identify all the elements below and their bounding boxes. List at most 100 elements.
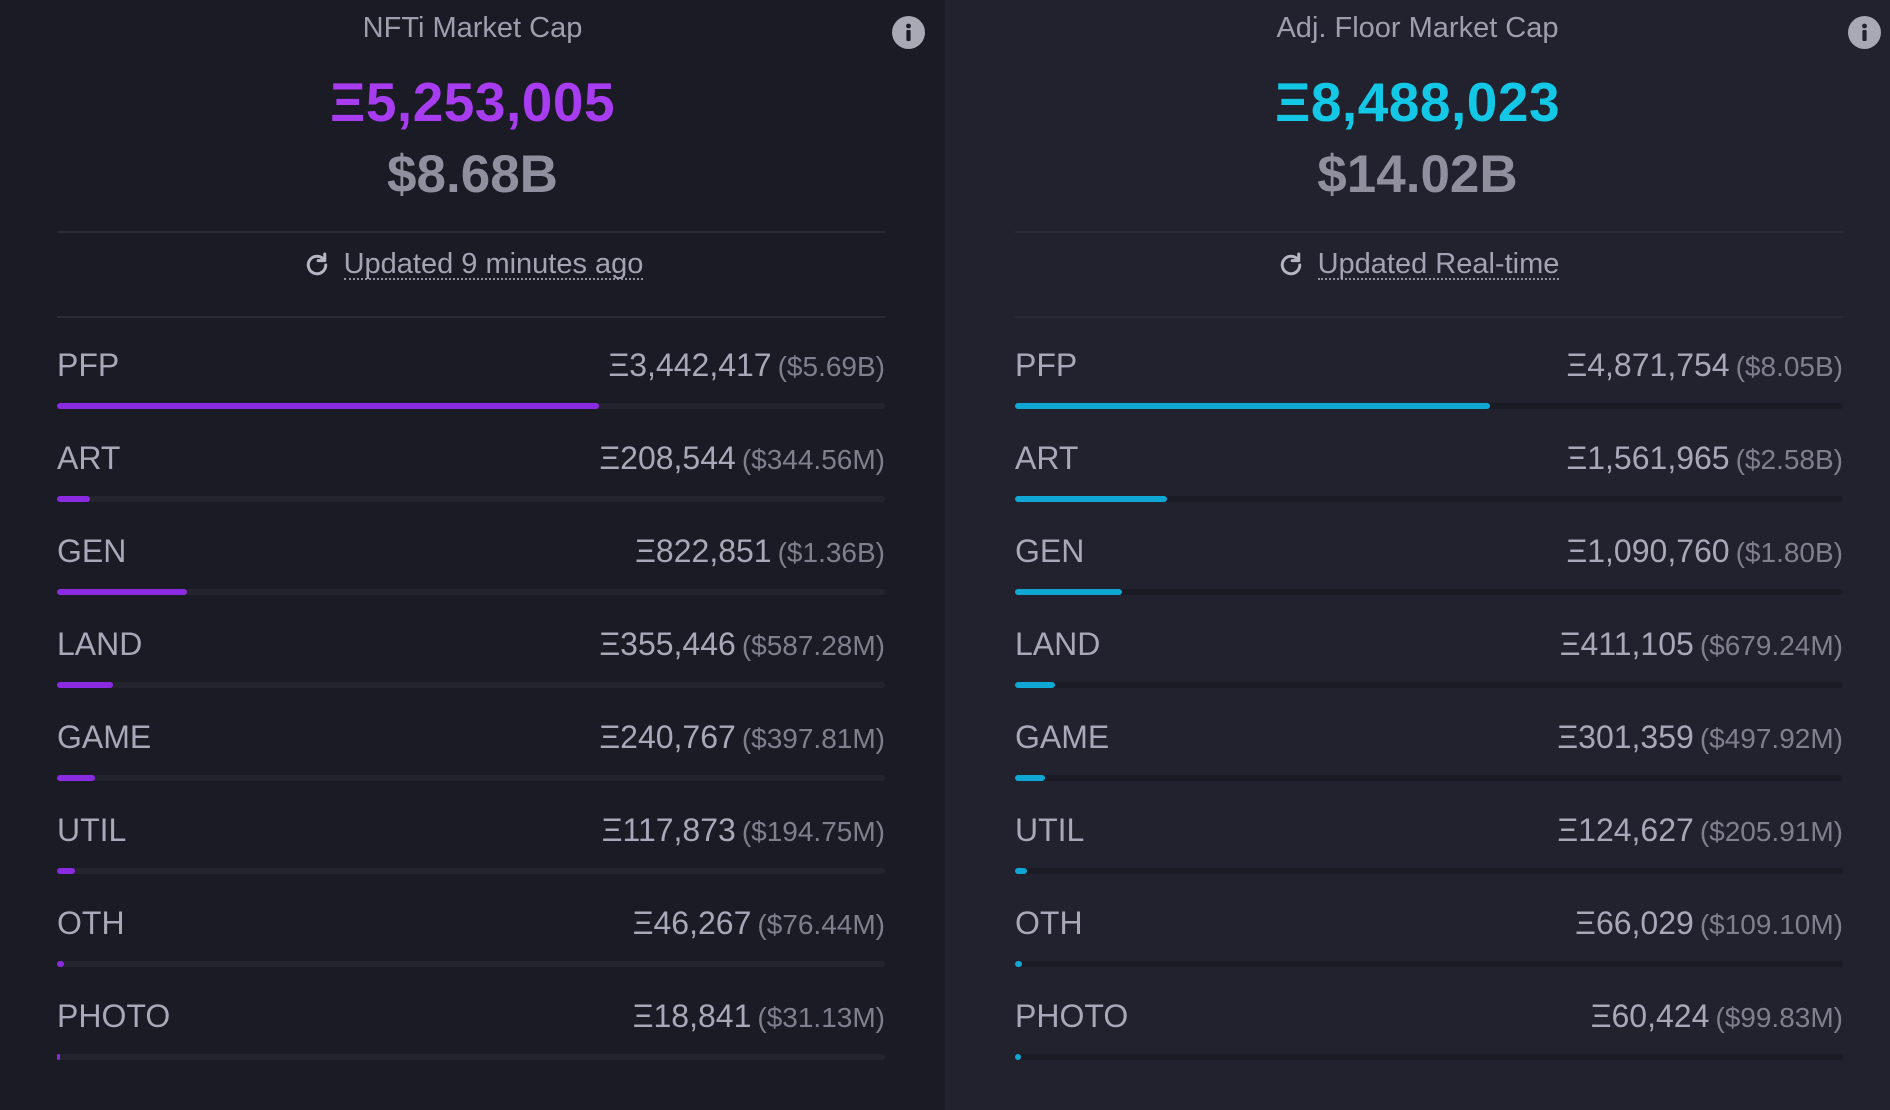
usd-value: ($31.13M): [757, 1002, 885, 1033]
category-label: LAND: [57, 626, 143, 662]
update-status: Updated 9 minutes ago: [0, 250, 945, 280]
progress-fill: [1015, 496, 1168, 502]
eth-value: Ξ124,627: [1557, 812, 1694, 848]
category-row-gen: GEN Ξ822,851 ($1.36B): [57, 533, 885, 626]
progress-track: [1015, 682, 1843, 688]
category-row-art: ART Ξ1,561,965 ($2.58B): [1015, 440, 1843, 533]
category-row-gen: GEN Ξ1,090,760 ($1.80B): [1015, 533, 1843, 626]
refresh-icon[interactable]: [1276, 250, 1306, 280]
category-label: UTIL: [1015, 812, 1085, 848]
category-value: Ξ46,267 ($76.44M): [633, 905, 885, 942]
progress-track: [57, 682, 885, 688]
progress-fill: [1015, 403, 1491, 409]
category-value: Ξ3,442,417 ($5.69B): [608, 347, 885, 384]
category-label: PFP: [1015, 347, 1078, 383]
progress-track: [1015, 961, 1843, 967]
usd-value: ($344.56M): [741, 444, 885, 475]
usd-value: ($5.69B): [777, 351, 885, 382]
progress-fill: [57, 403, 600, 409]
usd-value: ($99.83M): [1715, 1002, 1843, 1033]
usd-total: $14.02B: [1317, 145, 1518, 204]
progress-fill: [57, 961, 65, 967]
usd-value: ($194.75M): [741, 816, 885, 847]
category-row-art: ART Ξ208,544 ($344.56M): [57, 440, 885, 533]
progress-fill: [1015, 961, 1022, 967]
category-row-oth: OTH Ξ66,029 ($109.10M): [1015, 905, 1843, 998]
category-value: Ξ4,871,754 ($8.05B): [1566, 347, 1843, 384]
category-value: Ξ117,873 ($194.75M): [602, 812, 885, 849]
category-label: ART: [57, 440, 121, 476]
progress-fill: [57, 868, 76, 874]
category-label: GEN: [57, 533, 127, 569]
progress-track: [1015, 775, 1843, 781]
progress-track: [57, 496, 885, 502]
eth-value: Ξ117,873: [601, 812, 736, 848]
category-label: OTH: [57, 905, 125, 941]
usd-value: ($1.80B): [1735, 537, 1843, 568]
usd-value: ($109.10M): [1699, 909, 1843, 940]
progress-fill: [57, 589, 187, 595]
progress-fill: [1015, 589, 1122, 595]
usd-value: ($76.44M): [757, 909, 885, 940]
usd-value: ($1.36B): [777, 537, 885, 568]
category-row-util: UTIL Ξ117,873 ($194.75M): [57, 812, 885, 905]
category-row-oth: OTH Ξ46,267 ($76.44M): [57, 905, 885, 998]
category-value: Ξ60,424 ($99.83M): [1591, 998, 1843, 1035]
category-value: Ξ240,767 ($397.81M): [599, 719, 885, 756]
info-icon[interactable]: [1848, 16, 1881, 49]
category-value: Ξ301,359 ($497.92M): [1557, 719, 1843, 756]
category-label: GAME: [1015, 719, 1110, 755]
category-label: PFP: [57, 347, 120, 383]
eth-value: Ξ240,767: [599, 719, 736, 755]
progress-fill: [1015, 775, 1045, 781]
category-row-pfp: PFP Ξ4,871,754 ($8.05B): [1015, 347, 1843, 440]
progress-fill: [1015, 868, 1028, 874]
usd-value: ($397.81M): [741, 723, 885, 754]
category-label: LAND: [1015, 626, 1101, 662]
eth-value: Ξ355,446: [599, 626, 736, 662]
divider: [1015, 231, 1843, 233]
progress-track: [1015, 496, 1843, 502]
usd-value: ($587.28M): [741, 630, 885, 661]
eth-total: Ξ5,253,005: [329, 71, 616, 133]
divider: [57, 316, 885, 318]
progress-track: [1015, 589, 1843, 595]
progress-track: [57, 775, 885, 781]
adj-floor-market-cap-panel: Adj. Floor Market Cap Ξ8,488,023 $14.02B…: [945, 0, 1890, 1110]
eth-value: Ξ301,359: [1557, 719, 1694, 755]
category-value: Ξ822,851 ($1.36B): [635, 533, 885, 570]
progress-fill: [1015, 1054, 1021, 1060]
category-row-util: UTIL Ξ124,627 ($205.91M): [1015, 812, 1843, 905]
category-value: Ξ124,627 ($205.91M): [1557, 812, 1843, 849]
category-label: PHOTO: [57, 998, 171, 1034]
usd-value: ($2.58B): [1735, 444, 1843, 475]
divider: [1015, 316, 1843, 318]
eth-value: Ξ1,561,965: [1566, 440, 1730, 476]
category-row-game: GAME Ξ301,359 ($497.92M): [1015, 719, 1843, 812]
usd-value: ($8.05B): [1735, 351, 1843, 382]
category-label: GAME: [57, 719, 152, 755]
category-list: PFP Ξ4,871,754 ($8.05B) ART Ξ1,561,965 ($2.58…: [1015, 347, 1843, 1091]
usd-value: ($679.24M): [1699, 630, 1843, 661]
update-status: Updated Real-time: [945, 250, 1890, 280]
eth-value: Ξ822,851: [635, 533, 772, 569]
category-value: Ξ411,105 ($679.24M): [1560, 626, 1843, 663]
category-value: Ξ355,446 ($587.28M): [599, 626, 885, 663]
progress-track: [57, 1054, 885, 1060]
eth-value: Ξ60,424: [1590, 998, 1710, 1034]
progress-track: [1015, 403, 1843, 409]
usd-value: ($497.92M): [1699, 723, 1843, 754]
panel-title: NFTi Market Cap: [362, 12, 583, 44]
refresh-icon[interactable]: [302, 250, 332, 280]
panel-title: Adj. Floor Market Cap: [1276, 12, 1559, 44]
category-row-game: GAME Ξ240,767 ($397.81M): [57, 719, 885, 812]
info-icon[interactable]: [892, 16, 925, 49]
progress-fill: [1015, 682, 1055, 688]
progress-fill: [57, 775, 96, 781]
category-label: GEN: [1015, 533, 1085, 569]
updated-text: Updated 9 minutes ago: [343, 248, 644, 280]
category-row-land: LAND Ξ411,105 ($679.24M): [1015, 626, 1843, 719]
category-value: Ξ208,544 ($344.56M): [599, 440, 885, 477]
progress-track: [57, 403, 885, 409]
eth-value: Ξ411,105: [1559, 626, 1694, 662]
